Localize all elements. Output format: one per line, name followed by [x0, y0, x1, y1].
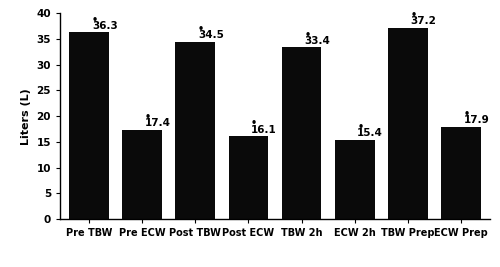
Bar [282, 47, 322, 219]
Text: •: • [358, 122, 364, 132]
Text: •: • [92, 15, 98, 25]
Bar [228, 136, 268, 219]
Bar [70, 32, 109, 219]
Bar [334, 140, 374, 219]
Bar [441, 127, 480, 219]
Text: 17.4: 17.4 [145, 118, 171, 128]
Bar [122, 129, 162, 219]
Text: 15.4: 15.4 [358, 128, 383, 138]
Text: 37.2: 37.2 [410, 16, 436, 26]
Text: 17.9: 17.9 [464, 115, 489, 125]
Y-axis label: Liters (L): Liters (L) [21, 88, 31, 144]
Text: 33.4: 33.4 [304, 36, 330, 46]
Text: 16.1: 16.1 [251, 125, 277, 135]
Bar [176, 42, 216, 219]
Text: •: • [251, 119, 257, 128]
Text: •: • [410, 10, 416, 20]
Text: •: • [464, 109, 469, 119]
Text: •: • [145, 112, 151, 122]
Bar [388, 28, 428, 219]
Text: 34.5: 34.5 [198, 30, 224, 40]
Text: •: • [198, 24, 204, 34]
Text: 36.3: 36.3 [92, 21, 118, 31]
Text: •: • [304, 30, 310, 40]
